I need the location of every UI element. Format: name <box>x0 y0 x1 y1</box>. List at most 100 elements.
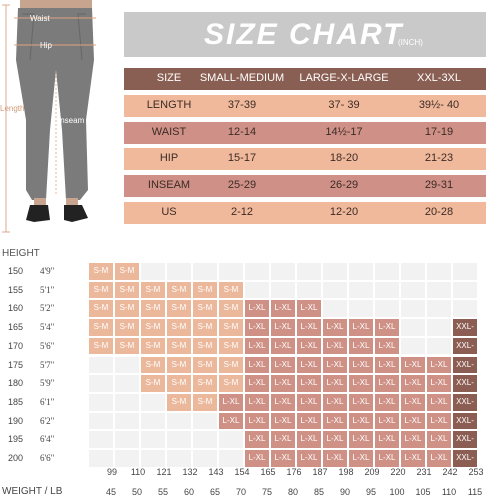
size-table-cell: 12-14 <box>227 126 257 138</box>
fit-cell-sm: S-M <box>192 355 218 375</box>
fit-cell-lxl: L-XL <box>322 411 348 431</box>
fit-cell-empty <box>166 411 192 431</box>
fit-cell-sm: S-M <box>88 299 114 319</box>
weight-kg-label: 100 <box>389 487 405 497</box>
weight-kg-label: 95 <box>365 487 376 497</box>
fit-cell-xxl: XXL-3XL <box>452 430 478 459</box>
fit-cell-lxl: L-XL <box>348 374 374 393</box>
fit-cell-sm: S-M <box>218 318 244 337</box>
fit-cell-lxl: L-XL <box>296 449 322 468</box>
fit-cell-lxl: L-XL <box>244 374 270 393</box>
weight-lb-label: 176 <box>286 467 302 477</box>
height-ft-label: 6'4" <box>40 434 55 445</box>
fit-cell-empty <box>426 318 452 337</box>
fit-cell-xxl: XXL-3XL <box>452 411 478 441</box>
fit-cell-empty <box>140 449 166 468</box>
fit-cell-empty <box>426 299 452 319</box>
fit-cell-lxl: L-XL <box>244 411 270 431</box>
fit-cell-xxl: XXL-3XL <box>452 392 478 422</box>
size-table-row: US 2-12 12-20 20-28 <box>124 202 486 224</box>
fit-cell-empty <box>218 430 244 449</box>
fit-cell-lxl: L-XL <box>244 449 270 468</box>
fit-cell-empty <box>88 430 114 449</box>
fit-cell-empty <box>140 262 166 281</box>
weight-lb-label: 154 <box>234 467 250 477</box>
height-ft-label: 6'6" <box>40 453 55 463</box>
fit-cell-empty <box>192 411 218 431</box>
fit-cell-lxl: L-XL <box>322 392 348 412</box>
height-ft-label: 6'2" <box>40 415 55 426</box>
fit-cell-sm: S-M <box>114 318 140 337</box>
size-table-header: SIZE SMALL-MEDIUM LARGE-X-LARGE XXL-3XL <box>124 68 486 90</box>
fit-cell-lxl: L-XL <box>270 374 296 393</box>
fit-cell-sm: S-M <box>114 262 140 281</box>
weight-kg-label: 60 <box>183 487 194 497</box>
fit-cell-lxl: L-XL <box>270 318 296 337</box>
fit-cell-lxl: L-XL <box>322 336 348 356</box>
height-cm-label: 160 <box>8 303 24 314</box>
size-table-cell: 37-39 <box>227 99 257 111</box>
weight-kg-label: 55 <box>157 487 168 497</box>
weight-lb-label: 231 <box>416 467 432 477</box>
fit-cell-lxl: L-XL <box>296 318 322 337</box>
height-cm-label: 170 <box>8 340 24 351</box>
fit-cell-empty <box>88 355 114 375</box>
fit-cell-sm: S-M <box>192 336 218 356</box>
fit-cell-lxl: L-XL <box>270 449 296 468</box>
fit-cell-lxl: L-XL <box>426 392 452 412</box>
fit-cell-sm: S-M <box>88 262 114 281</box>
hip-label: Hip <box>40 41 53 50</box>
size-table-cell: 29-31 <box>424 179 454 191</box>
weight-kg-label: 105 <box>415 487 431 497</box>
fit-cell-sm: S-M <box>140 355 166 375</box>
fit-cell-sm: S-M <box>218 299 244 319</box>
fit-cell-empty <box>426 336 452 356</box>
fit-cell-empty <box>270 262 296 281</box>
fit-cell-lxl: L-XL <box>400 411 426 431</box>
size-table-cell: 25-29 <box>227 179 257 191</box>
leggings-model-illustration <box>2 0 96 233</box>
fit-cell-empty <box>400 280 426 300</box>
size-table-cell: LARGE-X-LARGE <box>299 72 389 84</box>
fit-cell-sm: S-M <box>88 280 114 300</box>
fit-cell-lxl: L-XL <box>374 355 400 375</box>
fit-cell-sm: S-M <box>192 280 218 300</box>
size-table-cell: 20-28 <box>424 206 454 218</box>
fit-cell-sm: S-M <box>166 280 192 300</box>
fit-cell-lxl: L-XL <box>296 374 322 393</box>
fit-cell-sm: S-M <box>218 374 244 393</box>
height-ft-label: 5'7" <box>40 359 55 370</box>
fit-cell-lxl: L-XL <box>348 355 374 375</box>
fit-cell-empty <box>374 262 400 281</box>
fit-cell-lxl: L-XL <box>322 449 348 468</box>
size-table-cell: 37- 39 <box>328 99 360 111</box>
fit-cell-xxl: XXL-3XL <box>452 374 478 403</box>
height-cm-label: 195 <box>8 434 24 445</box>
fit-cell-lxl: L-XL <box>296 411 322 431</box>
size-table-row-label: WAIST <box>151 126 187 138</box>
fit-cell-sm: S-M <box>140 336 166 356</box>
fit-cell-lxl: L-XL <box>400 449 426 468</box>
fit-cell-lxl: L-XL <box>296 392 322 412</box>
fit-cell-lxl: L-XL <box>374 430 400 449</box>
fit-cell-empty <box>296 280 322 300</box>
fit-cell-lxl: L-XL <box>348 430 374 449</box>
height-ft-label: 5'1" <box>40 284 55 295</box>
fit-cell-empty <box>400 336 426 356</box>
fit-cell-empty <box>192 449 218 468</box>
fit-cell-empty <box>166 262 192 281</box>
fit-cell-sm: S-M <box>218 336 244 356</box>
fit-cell-empty <box>426 262 452 281</box>
height-ft-label: 4'9" <box>40 266 55 276</box>
fit-cell-empty <box>322 262 348 281</box>
weight-lb-label: 253 <box>468 467 484 477</box>
fit-cell-empty <box>192 262 218 281</box>
fit-cell-empty <box>322 299 348 319</box>
fit-cell-empty <box>114 374 140 393</box>
weight-lb-label: 99 <box>106 467 117 477</box>
weight-lb-label: 121 <box>156 467 172 477</box>
size-table-cell: 21-23 <box>424 152 454 164</box>
size-table-row: LENGTH 37-39 37- 39 39½- 40 <box>124 95 486 117</box>
fit-cell-sm: S-M <box>166 355 192 375</box>
fit-cell-lxl: L-XL <box>374 411 400 431</box>
